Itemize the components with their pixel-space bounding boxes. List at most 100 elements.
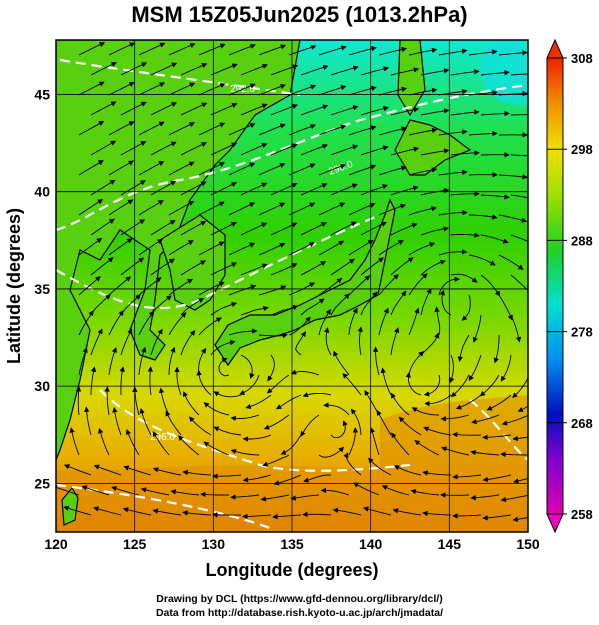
- streamline: [228, 242, 256, 256]
- streamline: [270, 305, 299, 316]
- x-tick-150: 150: [516, 536, 540, 552]
- streamline: [300, 104, 329, 116]
- streamline: [468, 130, 498, 137]
- x-tick-135: 135: [280, 536, 304, 552]
- streamline: [198, 43, 226, 56]
- streamline: [120, 101, 147, 116]
- streamline: [455, 394, 482, 410]
- streamline: [198, 122, 226, 136]
- y-tick-40: 40: [34, 184, 50, 200]
- streamline: [357, 326, 363, 356]
- streamline: [378, 274, 399, 296]
- isotherm-6: [56, 483, 271, 530]
- streamline: [288, 242, 315, 256]
- streamline: [363, 506, 392, 516]
- streamline: [120, 62, 148, 76]
- streamline: [288, 282, 315, 296]
- streamline: [450, 69, 480, 76]
- colorbar-min-triangle: [546, 513, 564, 534]
- streamline: [510, 274, 528, 295]
- streamline: [239, 374, 260, 395]
- streamline: [290, 369, 320, 376]
- warm-region-south: [56, 465, 380, 532]
- colorbar-label-288: 288: [571, 233, 593, 248]
- streamline: [330, 293, 350, 316]
- streamline: [420, 68, 450, 76]
- streamline: [482, 434, 512, 440]
- streamline: [98, 427, 110, 456]
- streamline: [332, 507, 362, 516]
- streamline: [452, 474, 482, 480]
- y-tick-35: 35: [34, 281, 50, 297]
- streamline: [75, 386, 82, 416]
- streamline: [480, 234, 509, 244]
- streamline: [108, 81, 135, 96]
- streamline: [240, 103, 268, 116]
- streamline: [517, 405, 528, 412]
- streamline: [138, 200, 164, 216]
- streamline: [378, 203, 406, 216]
- streamline: [300, 261, 327, 276]
- streamline: [245, 394, 272, 410]
- streamline: [420, 226, 449, 236]
- streamline: [78, 276, 101, 296]
- streamline: [93, 464, 122, 476]
- streamline: [468, 254, 496, 266]
- streamline: [439, 289, 452, 316]
- streamline: [318, 163, 346, 176]
- streamline: [150, 258, 175, 276]
- credit-drawing: Drawing by DCL (https://www.gfd-dennou.o…: [156, 593, 443, 605]
- streamline: [450, 150, 480, 156]
- streamline: [122, 507, 152, 516]
- streamline: [391, 432, 410, 456]
- streamline: [420, 108, 450, 116]
- streamline: [258, 285, 287, 296]
- streamline: [323, 327, 332, 356]
- streamline: [150, 219, 176, 236]
- streamline: [108, 276, 132, 296]
- streamline: [120, 257, 145, 276]
- streamline: [468, 49, 498, 56]
- streamline: [81, 485, 110, 496]
- streamline: [470, 449, 500, 456]
- streamline: [408, 87, 438, 96]
- streamline: [498, 174, 528, 180]
- streamline: [390, 146, 420, 156]
- streamline: [378, 307, 389, 336]
- streamline: [348, 307, 358, 336]
- streamline: [408, 273, 428, 296]
- streamline: [482, 474, 512, 483]
- streamline: [280, 434, 302, 455]
- streamline: [78, 347, 88, 376]
- streamline: [210, 63, 238, 76]
- streamline: [228, 83, 256, 96]
- streamline: [260, 494, 290, 502]
- streamline: [378, 126, 407, 136]
- streamline: [182, 391, 200, 416]
- streamline: [300, 64, 329, 76]
- streamline: [330, 183, 358, 196]
- streamline: [408, 127, 438, 136]
- streamline: [376, 409, 392, 436]
- streamline: [480, 110, 510, 117]
- streamline: [138, 42, 166, 56]
- streamline: [405, 372, 422, 396]
- streamline: [125, 428, 140, 456]
- streamline: [138, 310, 155, 336]
- streamline: [440, 492, 470, 498]
- streamline: [348, 427, 359, 456]
- mainland-asia: [56, 40, 301, 461]
- streamline: [270, 143, 298, 156]
- streamline: [288, 202, 316, 216]
- streamline: [198, 241, 225, 256]
- streamline: [391, 392, 410, 416]
- streamline: [318, 45, 347, 56]
- streamline: [263, 414, 290, 430]
- streamline: [174, 366, 182, 396]
- streamline: [138, 82, 166, 96]
- x-tick-125: 125: [123, 536, 147, 552]
- streamline: [449, 354, 455, 384]
- streamline: [408, 167, 438, 176]
- streamline: [482, 514, 512, 521]
